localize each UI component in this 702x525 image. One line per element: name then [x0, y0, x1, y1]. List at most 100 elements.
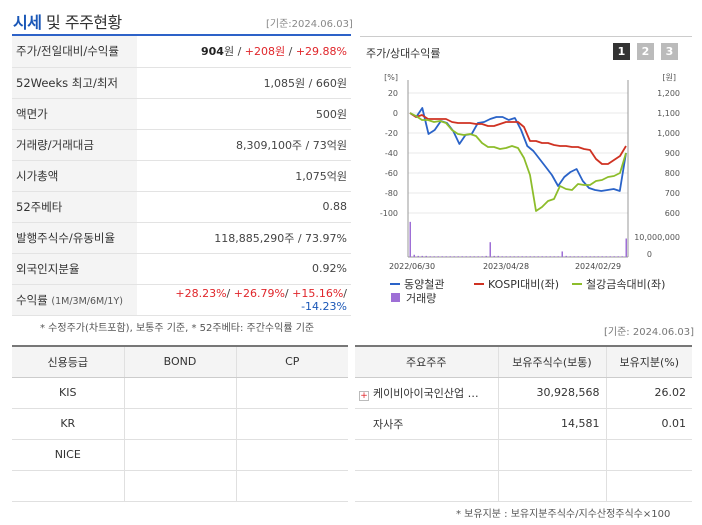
right-tick-label: 1,000	[657, 129, 680, 138]
summary-label: 액면가	[12, 98, 137, 130]
bond-rating	[123, 439, 236, 471]
header-divider	[12, 34, 351, 36]
x-tick-label: 2022/06/30	[389, 262, 435, 271]
return-1m: +28.23%	[175, 286, 227, 300]
volume-bar	[461, 256, 463, 257]
summary-value: 904원 / +208원 / +29.88%	[137, 36, 351, 68]
left-tick-label: -60	[385, 169, 398, 178]
summary-value: 118,885,290주 / 73.97%	[137, 222, 351, 254]
return-1y: -14.23%	[301, 299, 347, 313]
right-tick-label: 1,100	[657, 109, 680, 118]
volume-bar	[617, 256, 619, 257]
volume-bar	[505, 256, 507, 257]
summary-value: 0.88	[137, 191, 351, 223]
volume-bar	[485, 255, 487, 257]
bottom-reference-date: [기준: 2024.06.03]	[604, 327, 695, 338]
summary-value: 8,309,100주 / 73억원	[137, 129, 351, 161]
volume-bar	[457, 256, 459, 257]
summary-value: +28.23%/ +26.79%/ +15.16%/ -14.23%	[137, 284, 351, 316]
x-tick-label: 2024/02/29	[575, 262, 621, 271]
left-tick-label: -40	[385, 149, 398, 158]
volume-bar	[621, 256, 623, 257]
holder-name-cell: + 케이비아이국인산업 …	[355, 377, 498, 409]
x-tick-label: 2023/04/28	[483, 262, 529, 271]
volume-bar	[425, 255, 427, 257]
volume-bar	[497, 255, 499, 257]
volume-bar	[501, 256, 503, 257]
volume-tick-label: 10,000,000	[634, 233, 680, 242]
summary-row: 외국인지분율 0.92%	[12, 253, 351, 285]
volume-bar	[597, 256, 599, 257]
holder-row: + 케이비아이국인산업 … 30,928,568 26.02	[355, 377, 692, 409]
cp-rating	[235, 377, 348, 409]
agency-name	[12, 470, 124, 502]
volume-bar	[557, 256, 559, 257]
volume-bar	[553, 256, 555, 257]
cp-rating	[235, 470, 348, 502]
reference-date: [기준:2024.06.03]	[266, 19, 353, 30]
volume-bar	[625, 238, 627, 257]
holder-name-cell: 자사주	[355, 408, 498, 440]
volume-bar	[529, 256, 531, 257]
legend-label: 거래량	[406, 292, 436, 305]
rating-row	[12, 470, 348, 502]
right-tick-label: 900	[665, 149, 680, 158]
section-title: 시세 및 주주현황	[13, 13, 122, 32]
volume-bar	[477, 256, 479, 257]
cp-rating	[235, 408, 348, 440]
summary-label: 52Weeks 최고/최저	[12, 67, 137, 99]
col-header-cp: CP	[235, 345, 348, 378]
summary-label: 발행주식수/유동비율	[12, 222, 137, 254]
chart-page-3-button[interactable]: 3	[661, 43, 678, 60]
series-line-2	[409, 112, 627, 165]
volume-bar	[465, 256, 467, 257]
chart-title: 주가/상대수익률	[366, 47, 441, 60]
summary-value: 1,085원 / 660원	[137, 67, 351, 99]
volume-bar	[437, 256, 439, 257]
legend-label: 동양철관	[404, 278, 444, 291]
chart-page-2-button[interactable]: 2	[637, 43, 654, 60]
price-change-rate: +29.88%	[295, 45, 347, 59]
volume-bar	[577, 256, 579, 257]
volume-bar	[605, 256, 607, 257]
volume-bar	[469, 256, 471, 257]
price-change: +208원	[244, 45, 286, 59]
col-header-shares: 보유주식수(보통)	[497, 345, 606, 378]
summary-label: 거래량/거래대금	[12, 129, 137, 161]
agency-name: KR	[12, 408, 124, 440]
expand-plus-icon[interactable]: +	[359, 390, 369, 401]
agency-name: KIS	[12, 377, 124, 409]
right-tick-label: 600	[665, 209, 680, 218]
volume-bar	[545, 256, 547, 257]
volume-bar	[421, 255, 423, 257]
major-shareholders-table: 주요주주 보유주식수(보통) 보유지분(%) + 케이비아이국인산업 … 30,9…	[355, 345, 692, 502]
return-6m: +15.16%	[292, 286, 344, 300]
volume-bar	[589, 256, 591, 257]
chart-page-1-button[interactable]: 1	[613, 43, 630, 60]
summary-value: 1,075억원	[137, 160, 351, 192]
volume-bar	[509, 256, 511, 257]
left-tick-label: -100	[380, 209, 398, 218]
holder-shares: 30,928,568	[497, 377, 606, 409]
col-header-bond: BOND	[123, 345, 236, 378]
holder-name-link[interactable]: 케이비아이국인산업 …	[373, 386, 479, 400]
right-axis-unit: [원]	[662, 73, 676, 82]
summary-value: 0.92%	[137, 253, 351, 285]
series-line-3	[409, 112, 627, 212]
volume-bar	[593, 256, 595, 257]
volume-bar	[537, 256, 539, 257]
holders-footnote: * 보유지분 : 보유지분주식수/지수산정주식수×100	[456, 509, 671, 520]
chart-panel	[360, 36, 692, 314]
left-tick-label: 20	[388, 89, 398, 98]
volume-bar	[585, 256, 587, 257]
price-chart: 20 1,200 0 1,100 -20 1,000 -40 900 -60 800 -80 700 -…	[380, 73, 680, 305]
right-tick-label: 700	[665, 189, 680, 198]
summary-label: 주가/전일대비/수익률	[12, 36, 137, 68]
left-tick-label: -80	[385, 189, 398, 198]
volume-bar	[429, 256, 431, 257]
holder-shares: 14,581	[497, 408, 606, 440]
volume-bar	[601, 256, 603, 257]
rating-row: NICE	[12, 439, 348, 471]
volume-bar	[445, 256, 447, 257]
bond-rating	[123, 408, 236, 440]
